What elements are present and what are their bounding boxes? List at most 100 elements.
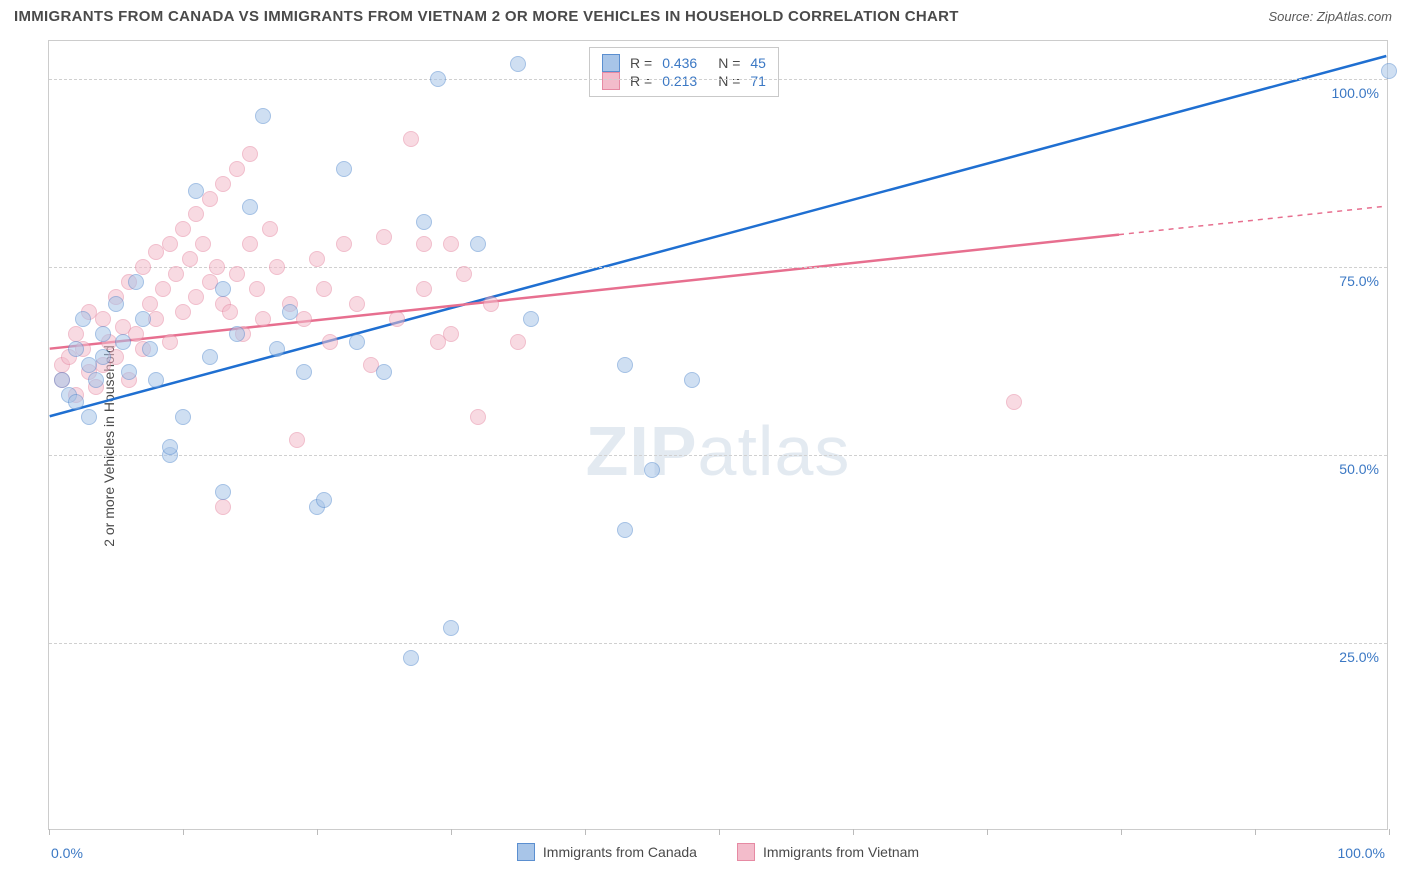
data-point <box>483 296 499 312</box>
legend-n-value: 71 <box>750 73 766 89</box>
data-point <box>215 176 231 192</box>
data-point <box>416 236 432 252</box>
data-point <box>229 266 245 282</box>
data-point <box>389 311 405 327</box>
gridline <box>49 267 1387 268</box>
source-label: Source: ZipAtlas.com <box>1268 9 1392 24</box>
gridline <box>49 643 1387 644</box>
data-point <box>168 266 184 282</box>
x-tick <box>853 829 854 835</box>
legend-swatch-canada <box>517 843 535 861</box>
data-point <box>175 221 191 237</box>
data-point <box>255 108 271 124</box>
data-point <box>416 281 432 297</box>
data-point <box>229 326 245 342</box>
data-point <box>209 259 225 275</box>
data-point <box>148 372 164 388</box>
data-point <box>249 281 265 297</box>
data-point <box>68 341 84 357</box>
x-tick <box>317 829 318 835</box>
data-point <box>349 334 365 350</box>
data-point <box>322 334 338 350</box>
data-point <box>121 364 137 380</box>
data-point <box>182 251 198 267</box>
legend-r-value: 0.213 <box>662 73 708 89</box>
data-point <box>430 71 446 87</box>
data-point <box>222 304 238 320</box>
data-point <box>95 349 111 365</box>
legend-item-vietnam: Immigrants from Vietnam <box>737 843 919 861</box>
data-point <box>510 56 526 72</box>
legend-label: Immigrants from Canada <box>543 844 697 860</box>
y-tick-label: 100.0% <box>1332 85 1379 101</box>
legend-n-value: 45 <box>750 55 766 71</box>
y-tick-label: 75.0% <box>1339 273 1379 289</box>
chart-title: IMMIGRANTS FROM CANADA VS IMMIGRANTS FRO… <box>14 8 959 25</box>
watermark: ZIPatlas <box>586 411 851 491</box>
legend-swatch-vietnam <box>737 843 755 861</box>
data-point <box>215 499 231 515</box>
y-tick-label: 50.0% <box>1339 461 1379 477</box>
x-tick <box>719 829 720 835</box>
data-point <box>349 296 365 312</box>
x-tick <box>1389 829 1390 835</box>
gridline <box>49 79 1387 80</box>
data-point <box>215 281 231 297</box>
data-point <box>282 304 298 320</box>
data-point <box>296 364 312 380</box>
data-point <box>644 462 660 478</box>
data-point <box>316 492 332 508</box>
trend-line-extrapolated <box>1119 206 1386 235</box>
data-point <box>81 409 97 425</box>
data-point <box>155 281 171 297</box>
data-point <box>289 432 305 448</box>
y-tick-label: 25.0% <box>1339 649 1379 665</box>
legend-r-value: 0.436 <box>662 55 708 71</box>
data-point <box>175 304 191 320</box>
x-axis-max-label: 100.0% <box>1338 845 1385 861</box>
data-point <box>262 221 278 237</box>
legend-swatch-canada <box>602 54 620 72</box>
watermark-rest: atlas <box>698 412 851 490</box>
data-point <box>128 274 144 290</box>
legend-item-canada: Immigrants from Canada <box>517 843 697 861</box>
x-tick <box>49 829 50 835</box>
data-point <box>162 439 178 455</box>
data-point <box>684 372 700 388</box>
data-point <box>142 296 158 312</box>
data-point <box>195 236 211 252</box>
data-point <box>242 236 258 252</box>
x-tick <box>1255 829 1256 835</box>
data-point <box>617 522 633 538</box>
data-point <box>403 131 419 147</box>
data-point <box>523 311 539 327</box>
legend-row: R = 0.213 N = 71 <box>602 72 766 90</box>
correlation-legend: R = 0.436 N = 45 R = 0.213 N = 71 <box>589 47 779 97</box>
data-point <box>617 357 633 373</box>
data-point <box>242 146 258 162</box>
data-point <box>510 334 526 350</box>
data-point <box>88 372 104 388</box>
data-point <box>443 620 459 636</box>
data-point <box>202 191 218 207</box>
data-point <box>188 289 204 305</box>
watermark-bold: ZIP <box>586 412 698 490</box>
data-point <box>202 349 218 365</box>
data-point <box>269 259 285 275</box>
legend-n-label: N = <box>718 55 740 71</box>
data-point <box>376 229 392 245</box>
data-point <box>162 334 178 350</box>
x-axis-min-label: 0.0% <box>51 845 83 861</box>
data-point <box>95 326 111 342</box>
trend-line <box>50 235 1119 349</box>
data-point <box>443 236 459 252</box>
data-point <box>135 259 151 275</box>
data-point <box>255 311 271 327</box>
data-point <box>336 161 352 177</box>
x-tick <box>451 829 452 835</box>
data-point <box>309 251 325 267</box>
data-point <box>336 236 352 252</box>
data-point <box>403 650 419 666</box>
data-point <box>188 206 204 222</box>
legend-swatch-vietnam <box>602 72 620 90</box>
